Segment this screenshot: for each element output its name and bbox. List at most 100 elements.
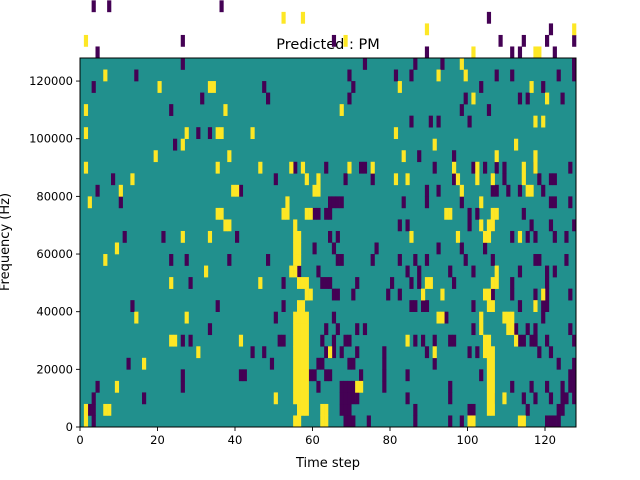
heatmap-cell-high [471,46,476,59]
y-tick-label: 80000 [36,189,73,203]
heatmap-cell-high [169,334,174,347]
heatmap-cell-low [471,300,476,312]
heatmap-cell-low [545,300,550,312]
heatmap-cell-low [312,207,317,220]
heatmap-cell-high [436,311,441,324]
heatmap-cell-high [339,104,344,116]
heatmap-cell-high [223,219,228,232]
heatmap-cell-high [541,115,546,128]
heatmap-cell-high [486,300,492,312]
heatmap-cell-high [506,311,511,324]
heatmap-cell-low [320,277,325,289]
heatmap-cell-low [564,230,569,243]
heatmap-cell-low [262,81,267,93]
x-tick-label: 80 [383,433,398,447]
heatmap-cell-low [347,92,352,105]
heatmap-cell-low [529,219,534,232]
heatmap-cell-high [490,207,495,220]
heatmap-cell-low [568,323,573,336]
heatmap-cell-high [107,403,112,416]
heatmap-cell-high [521,161,526,174]
heatmap-cell-low [107,0,112,13]
heatmap-cell-high [297,380,302,393]
heatmap-cell-high [444,207,449,220]
heatmap-cell-low [409,300,414,312]
heatmap-cell-low [552,173,557,186]
heatmap-cell-high [293,265,298,278]
heatmap-cell-high [494,277,499,289]
heatmap-cell-high [490,392,495,405]
heatmap-cell-low [537,254,542,266]
heatmap-cell-low [448,392,453,405]
heatmap-cell-high [328,346,333,359]
heatmap-cell-low [417,150,422,163]
heatmap-cell-low [459,242,464,255]
heatmap-cell-low [471,161,476,174]
heatmap-cell-high [142,357,147,370]
heatmap-cell-high [184,311,189,324]
heatmap-cell-low [452,173,457,186]
heatmap-cell-low [393,69,399,82]
heatmap-cell-low [502,161,507,174]
heatmap-cell-high [273,392,278,405]
heatmap-cell-high [510,311,515,324]
heatmap-cell-low [95,184,100,197]
heatmap-cell-high [169,277,174,289]
heatmap-cell-low [436,242,441,255]
heatmap-cell-high [459,58,464,70]
heatmap-cell-low [277,334,282,347]
heatmap-cell-high [297,254,302,266]
heatmap-cell-high [490,277,495,289]
heatmap-cell-low [335,196,340,209]
heatmap-cell-high [297,415,302,428]
heatmap-cell-high [297,403,302,416]
heatmap-cell-low [331,196,337,209]
heatmap-cell-low [382,346,387,359]
heatmap-cell-high [300,323,306,336]
heatmap-cell-low [355,392,360,405]
heatmap-cell-low [413,334,418,347]
heatmap-cell-high [432,346,437,359]
heatmap-cell-low [529,334,534,347]
heatmap-cell-low [533,323,538,336]
heatmap-cell-high [281,11,286,24]
heatmap-cell-low [324,161,329,174]
heatmap-cell-high [293,254,298,266]
heatmap-cell-low [273,311,278,324]
heatmap-cell-low [556,69,561,82]
heatmap-cell-low [417,265,422,278]
heatmap-cell-high [83,34,89,47]
heatmap-cell-low [362,161,368,174]
heatmap-cell-high [297,357,302,370]
heatmap-cell-low [506,184,511,197]
heatmap-cell-low [188,277,193,289]
heatmap-cell-high [324,403,329,416]
heatmap-cell-high [424,277,430,289]
heatmap-cell-high [490,346,495,359]
heatmap-cell-low [343,403,348,416]
heatmap-cell-low [312,242,317,255]
heatmap-cell-low [533,230,538,243]
heatmap-cell-high [304,392,309,405]
heatmap-cell-low [180,334,185,347]
heatmap-cell-high [455,230,461,243]
heatmap-cell-low [320,357,325,370]
heatmap-cell-low [297,265,302,278]
heatmap-cell-low [471,265,476,278]
heatmap-cell-low [347,357,352,370]
heatmap-cell-high [428,277,433,289]
heatmap-cell-low [572,219,577,232]
heatmap-cell-high [297,323,302,336]
heatmap-cell-low [366,415,371,428]
heatmap-cell-high [436,69,441,82]
chart-title: Predicted : PM [276,37,379,53]
heatmap-cell-high [215,127,220,140]
heatmap-cell-low [537,173,542,186]
heatmap-cell-high [258,161,263,174]
heatmap-cell-high [297,392,302,405]
heatmap-cell-low [320,334,325,347]
heatmap-cell-low [351,415,356,428]
heatmap-cell-low [572,380,577,393]
heatmap-cell-low [467,115,472,128]
heatmap-cell-low [541,81,546,93]
